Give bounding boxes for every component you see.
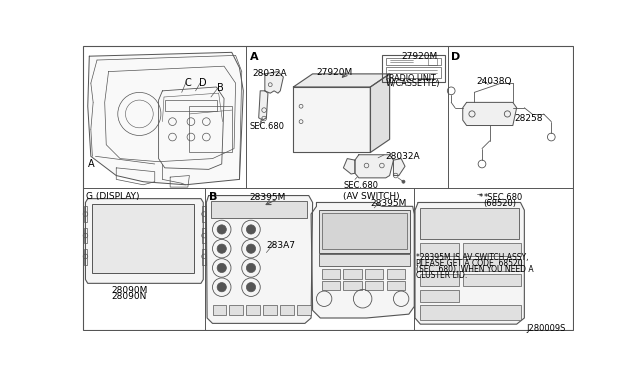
Text: A: A bbox=[88, 158, 94, 169]
Circle shape bbox=[246, 244, 255, 253]
Text: PLEASE GET A CODE  68520: PLEASE GET A CODE 68520 bbox=[416, 259, 522, 268]
Bar bbox=[263, 305, 277, 315]
Text: A: A bbox=[250, 52, 258, 62]
Text: (AV SWITCH): (AV SWITCH) bbox=[344, 192, 400, 201]
Polygon shape bbox=[293, 87, 371, 153]
Bar bbox=[420, 274, 459, 286]
Text: B: B bbox=[217, 83, 224, 93]
Polygon shape bbox=[371, 74, 390, 153]
Text: B: B bbox=[209, 192, 217, 202]
Polygon shape bbox=[463, 102, 516, 125]
Text: C: C bbox=[184, 78, 191, 88]
Polygon shape bbox=[311, 202, 414, 318]
Bar bbox=[246, 305, 260, 315]
Polygon shape bbox=[265, 71, 284, 93]
Text: *SEC.680: *SEC.680 bbox=[484, 193, 523, 202]
Circle shape bbox=[246, 225, 255, 234]
Bar bbox=[202, 250, 205, 265]
Polygon shape bbox=[355, 155, 394, 178]
Bar bbox=[365, 269, 383, 279]
Circle shape bbox=[402, 180, 405, 183]
Bar bbox=[344, 281, 362, 290]
Text: 28090M: 28090M bbox=[111, 286, 147, 295]
Polygon shape bbox=[259, 91, 268, 120]
Bar bbox=[322, 213, 406, 250]
Bar bbox=[202, 228, 205, 243]
Bar bbox=[386, 58, 441, 65]
Text: 28032A: 28032A bbox=[386, 153, 420, 161]
Text: W/CASSETTE): W/CASSETTE) bbox=[386, 79, 440, 88]
Polygon shape bbox=[344, 158, 355, 174]
Text: 28090N: 28090N bbox=[111, 292, 146, 301]
Text: (68520): (68520) bbox=[484, 199, 516, 208]
Bar bbox=[322, 281, 340, 290]
Text: 283A7: 283A7 bbox=[266, 241, 296, 250]
Bar bbox=[463, 274, 520, 286]
Bar bbox=[84, 206, 87, 222]
Polygon shape bbox=[415, 202, 524, 324]
Text: (RADIO UNIT,: (RADIO UNIT, bbox=[386, 74, 438, 83]
Bar bbox=[322, 269, 340, 279]
Bar bbox=[387, 281, 405, 290]
Text: 28032A: 28032A bbox=[253, 69, 287, 78]
Bar bbox=[280, 305, 294, 315]
Circle shape bbox=[246, 283, 255, 292]
Bar bbox=[211, 201, 307, 218]
Circle shape bbox=[217, 225, 227, 234]
Bar bbox=[202, 206, 205, 222]
Text: SEC.680: SEC.680 bbox=[344, 181, 378, 190]
Text: 28395M: 28395M bbox=[250, 193, 286, 202]
Bar bbox=[212, 305, 227, 315]
Polygon shape bbox=[394, 158, 405, 176]
Text: J280009S: J280009S bbox=[527, 324, 566, 333]
Bar bbox=[420, 208, 519, 239]
Bar bbox=[164, 100, 217, 111]
Text: *: * bbox=[479, 193, 483, 202]
Text: CLUSTER LID.: CLUSTER LID. bbox=[416, 271, 467, 280]
Text: SEC.680: SEC.680 bbox=[250, 122, 284, 131]
Bar bbox=[84, 228, 87, 243]
Bar bbox=[344, 269, 362, 279]
Bar bbox=[319, 254, 410, 266]
Circle shape bbox=[246, 263, 255, 273]
Bar bbox=[230, 305, 243, 315]
Bar bbox=[420, 259, 459, 271]
Bar bbox=[92, 204, 194, 273]
Bar bbox=[84, 250, 87, 265]
Text: 27920M: 27920M bbox=[401, 52, 437, 61]
Polygon shape bbox=[88, 52, 243, 185]
Bar bbox=[428, 58, 437, 65]
Text: *28395M IS AV SWITCH ASSY,: *28395M IS AV SWITCH ASSY, bbox=[416, 253, 528, 262]
Text: 28258: 28258 bbox=[515, 114, 543, 123]
Text: D: D bbox=[451, 52, 460, 62]
Polygon shape bbox=[206, 196, 312, 323]
Bar bbox=[420, 243, 459, 256]
Bar bbox=[297, 305, 311, 315]
Circle shape bbox=[217, 263, 227, 273]
Bar bbox=[387, 269, 405, 279]
Text: 27920M: 27920M bbox=[316, 68, 353, 77]
Bar bbox=[189, 106, 232, 153]
Circle shape bbox=[217, 283, 227, 292]
Bar bbox=[463, 259, 520, 271]
Text: 24038Q: 24038Q bbox=[477, 77, 512, 86]
Circle shape bbox=[217, 244, 227, 253]
Bar bbox=[420, 289, 459, 302]
Text: D: D bbox=[200, 78, 207, 88]
Text: (SEC. 680), WHEN YOU NEED A: (SEC. 680), WHEN YOU NEED A bbox=[416, 265, 533, 274]
Bar bbox=[382, 55, 445, 82]
Bar bbox=[420, 305, 520, 320]
Polygon shape bbox=[86, 199, 204, 283]
Polygon shape bbox=[293, 74, 390, 87]
Bar bbox=[463, 243, 520, 256]
Bar bbox=[365, 281, 383, 290]
Bar bbox=[386, 67, 441, 78]
Bar bbox=[319, 210, 410, 253]
Text: G (DISPLAY): G (DISPLAY) bbox=[86, 192, 140, 201]
Text: 28395M: 28395M bbox=[371, 199, 407, 208]
